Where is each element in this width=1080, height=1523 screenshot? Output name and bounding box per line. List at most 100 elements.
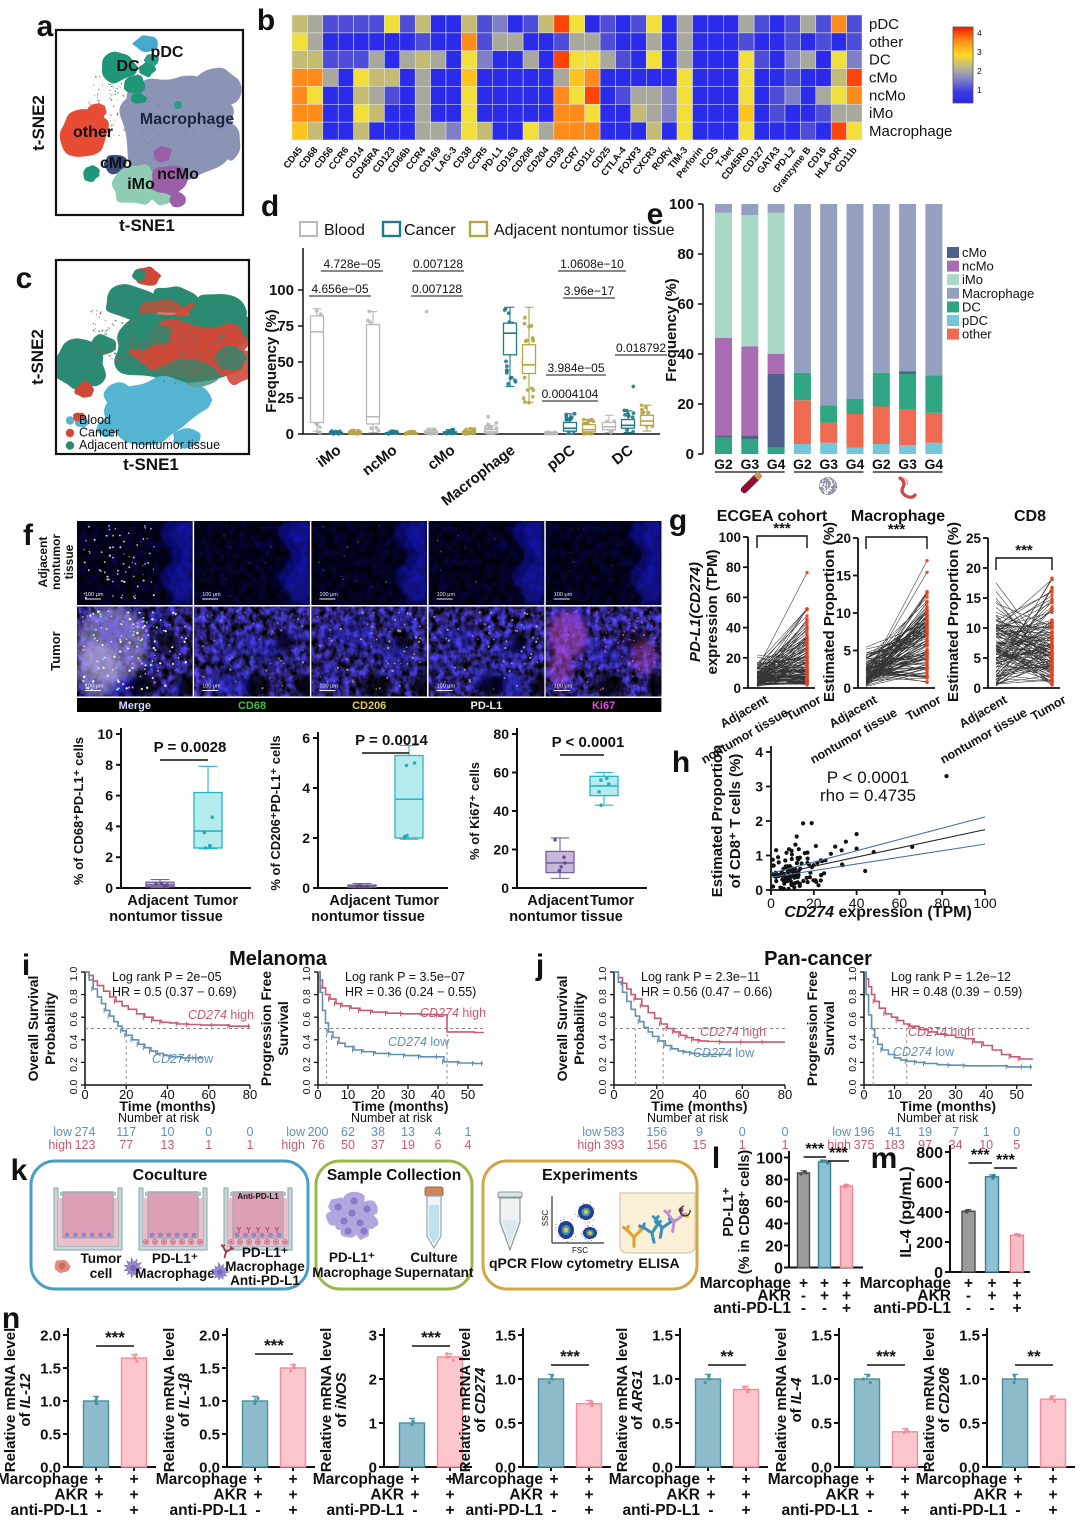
svg-text:nontumor: nontumor xyxy=(49,534,63,590)
svg-text:Marcophage: Marcophage xyxy=(860,1275,952,1292)
svg-text:0.8: 0.8 xyxy=(301,989,313,1004)
svg-text:Relative mRNA level: Relative mRNA level xyxy=(318,1328,335,1473)
svg-text:tissue: tissue xyxy=(62,544,76,579)
svg-text:anti-PD-L1: anti-PD-L1 xyxy=(11,1502,89,1519)
svg-text:+: + xyxy=(129,1502,138,1519)
svg-text:20: 20 xyxy=(966,561,981,576)
svg-text:Log rank P = 3.5e−07: Log rank P = 3.5e−07 xyxy=(345,970,465,984)
svg-text:20: 20 xyxy=(806,895,822,911)
svg-text:20: 20 xyxy=(726,651,741,666)
svg-text:20: 20 xyxy=(836,531,851,546)
svg-text:+: + xyxy=(584,1487,593,1504)
svg-text:Tumor: Tumor xyxy=(48,631,63,670)
svg-text:of IL-12: of IL-12 xyxy=(17,1373,34,1427)
svg-text:Relative mRNA level: Relative mRNA level xyxy=(161,1328,178,1473)
svg-text:AKR: AKR xyxy=(370,1487,404,1504)
svg-text:+: + xyxy=(410,1487,419,1504)
svg-text:Number at risk: Number at risk xyxy=(897,1111,979,1125)
svg-text:80: 80 xyxy=(677,246,694,263)
svg-text:Marcophage: Marcophage xyxy=(700,1275,792,1292)
svg-text:Number at risk: Number at risk xyxy=(118,1111,200,1125)
svg-text:ncMo: ncMo xyxy=(869,87,906,104)
svg-text:20: 20 xyxy=(371,1087,385,1102)
svg-text:100 μm: 100 μm xyxy=(554,684,573,690)
svg-text:20: 20 xyxy=(918,1087,932,1102)
svg-text:+: + xyxy=(1013,1487,1022,1504)
svg-text:80: 80 xyxy=(726,560,741,575)
svg-text:AKR: AKR xyxy=(213,1487,247,1504)
svg-text:0.4: 0.4 xyxy=(597,1034,609,1049)
svg-text:Macrophage: Macrophage xyxy=(135,1266,215,1281)
svg-text:anti-PD-L1: anti-PD-L1 xyxy=(327,1502,405,1519)
svg-text:-: - xyxy=(412,1502,417,1519)
svg-text:2: 2 xyxy=(302,830,310,846)
svg-text:10: 10 xyxy=(341,1087,355,1102)
svg-text:2: 2 xyxy=(977,66,982,76)
svg-text:G3: G3 xyxy=(740,456,759,472)
svg-text:0: 0 xyxy=(81,1087,88,1102)
svg-text:0.6: 0.6 xyxy=(68,1012,80,1027)
svg-text:100 μm: 100 μm xyxy=(437,592,456,598)
svg-text:other: other xyxy=(869,34,903,51)
svg-text:cMo: cMo xyxy=(869,69,897,86)
svg-text:Marcophage: Marcophage xyxy=(768,1471,860,1488)
svg-text:0: 0 xyxy=(286,426,294,443)
svg-text:0.5: 0.5 xyxy=(199,1427,220,1444)
svg-text:+: + xyxy=(1012,1288,1021,1305)
svg-text:117: 117 xyxy=(116,1125,136,1139)
svg-text:ECGEA cohort: ECGEA cohort xyxy=(717,508,828,525)
svg-text:anti-PD-L1: anti-PD-L1 xyxy=(930,1502,1008,1519)
svg-text:Time (months): Time (months) xyxy=(900,1098,996,1114)
svg-text:0: 0 xyxy=(610,1087,617,1102)
svg-text:60: 60 xyxy=(493,765,509,781)
svg-text:Tumor: Tumor xyxy=(81,1251,123,1266)
svg-text:CD274 low: CD274 low xyxy=(388,1035,450,1049)
svg-text:6: 6 xyxy=(105,788,113,804)
svg-text:+: + xyxy=(445,1487,454,1504)
svg-text:-: - xyxy=(822,1300,827,1317)
svg-text:+: + xyxy=(1048,1471,1057,1488)
svg-text:Coculture: Coculture xyxy=(133,1167,208,1184)
svg-text:t-SNE1: t-SNE1 xyxy=(123,455,179,474)
svg-text:***: *** xyxy=(421,1328,441,1347)
svg-text:0: 0 xyxy=(755,882,763,898)
svg-text:***: *** xyxy=(996,1152,1015,1169)
svg-text:0: 0 xyxy=(739,1125,746,1139)
svg-text:+: + xyxy=(584,1502,593,1519)
svg-text:1: 1 xyxy=(369,1416,377,1433)
svg-text:0: 0 xyxy=(767,895,775,911)
svg-text:583: 583 xyxy=(604,1125,625,1139)
svg-text:1.5: 1.5 xyxy=(811,1328,832,1345)
svg-text:0.5: 0.5 xyxy=(40,1427,61,1444)
svg-text:1.0: 1.0 xyxy=(301,967,313,982)
svg-text:AKR: AKR xyxy=(917,1288,951,1305)
svg-text:0.007128: 0.007128 xyxy=(413,257,463,271)
svg-text:13: 13 xyxy=(161,1138,175,1152)
svg-text:anti-PD-L1: anti-PD-L1 xyxy=(714,1300,792,1317)
svg-text:0: 0 xyxy=(314,1087,321,1102)
svg-text:15: 15 xyxy=(966,591,982,606)
svg-text:1.0: 1.0 xyxy=(847,967,859,982)
svg-text:low: low xyxy=(832,1125,852,1139)
svg-text:CD206: CD206 xyxy=(352,700,386,712)
svg-text:G4: G4 xyxy=(925,456,944,472)
svg-text:DC: DC xyxy=(869,52,891,69)
svg-text:600: 600 xyxy=(916,1175,943,1192)
svg-text:Macrophage: Macrophage xyxy=(225,1259,305,1274)
svg-text:Progression Free: Progression Free xyxy=(258,971,274,1086)
svg-text:40: 40 xyxy=(692,1087,706,1102)
svg-text:Log rank P = 2e−05: Log rank P = 2e−05 xyxy=(112,970,222,984)
svg-text:0.2: 0.2 xyxy=(301,1057,313,1072)
svg-text:***: *** xyxy=(888,521,906,538)
svg-text:G3: G3 xyxy=(898,456,917,472)
svg-text:+: + xyxy=(865,1487,874,1504)
svg-text:-: - xyxy=(801,1288,806,1305)
svg-text:of iNOS: of iNOS xyxy=(333,1372,350,1427)
svg-text:other: other xyxy=(962,327,992,342)
svg-text:274: 274 xyxy=(75,1125,96,1139)
svg-text:100 μm: 100 μm xyxy=(202,592,221,598)
svg-text:0.0: 0.0 xyxy=(959,1460,980,1477)
svg-text:cMo: cMo xyxy=(100,155,132,172)
svg-text:Relative mRNA level: Relative mRNA level xyxy=(773,1328,790,1473)
svg-text:Overall Survival: Overall Survival xyxy=(554,976,570,1082)
